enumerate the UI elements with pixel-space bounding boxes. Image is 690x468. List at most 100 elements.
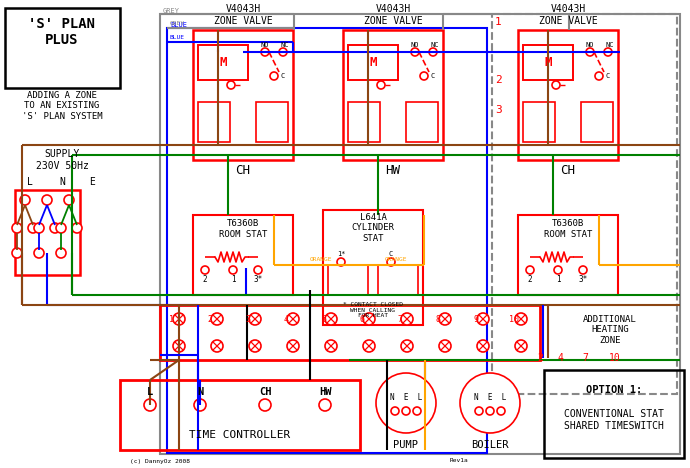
Bar — [378, 265, 418, 295]
Circle shape — [12, 223, 22, 233]
Circle shape — [402, 407, 410, 415]
Text: V4043H
ZONE VALVE: V4043H ZONE VALVE — [364, 4, 422, 26]
Circle shape — [56, 248, 66, 258]
Text: N: N — [197, 387, 203, 397]
Bar — [193, 30, 293, 160]
Text: SUPPLY
230V 50Hz: SUPPLY 230V 50Hz — [36, 149, 88, 171]
Text: NO: NO — [411, 42, 420, 48]
Circle shape — [604, 48, 612, 56]
Text: M: M — [544, 56, 552, 68]
Text: GREY: GREY — [163, 8, 180, 14]
Text: 6: 6 — [359, 314, 364, 323]
Text: * CONTACT CLOSED
WHEN CALLING
FOR HEAT: * CONTACT CLOSED WHEN CALLING FOR HEAT — [343, 302, 403, 318]
Circle shape — [515, 340, 527, 352]
Bar — [160, 305, 540, 360]
Circle shape — [201, 266, 209, 274]
Text: BOILER: BOILER — [471, 440, 509, 450]
Circle shape — [287, 340, 299, 352]
Text: TIME CONTROLLER: TIME CONTROLLER — [189, 430, 290, 440]
Circle shape — [586, 48, 594, 56]
Circle shape — [595, 72, 603, 80]
Circle shape — [325, 340, 337, 352]
Circle shape — [325, 313, 337, 325]
Bar — [256, 102, 288, 142]
Circle shape — [486, 407, 494, 415]
Text: 4: 4 — [284, 314, 288, 323]
Bar — [348, 102, 380, 142]
Text: CH: CH — [235, 163, 250, 176]
Circle shape — [497, 407, 505, 415]
Circle shape — [439, 340, 451, 352]
Bar — [198, 102, 230, 142]
Text: 3: 3 — [495, 105, 502, 115]
Text: 7: 7 — [397, 314, 402, 323]
Text: T6360B
ROOM STAT: T6360B ROOM STAT — [219, 219, 267, 239]
Circle shape — [254, 266, 262, 274]
Text: 2: 2 — [528, 276, 532, 285]
Circle shape — [439, 313, 451, 325]
Circle shape — [50, 223, 60, 233]
Circle shape — [227, 81, 235, 89]
Bar — [523, 102, 555, 142]
Bar — [160, 14, 680, 454]
Circle shape — [376, 373, 436, 433]
Text: L: L — [147, 387, 153, 397]
Circle shape — [42, 195, 52, 205]
Text: 3*: 3* — [253, 276, 263, 285]
Circle shape — [526, 266, 534, 274]
Circle shape — [411, 48, 419, 56]
Circle shape — [579, 266, 587, 274]
Text: NC: NC — [606, 42, 614, 48]
Text: NC: NC — [431, 42, 440, 48]
Circle shape — [144, 399, 156, 411]
Bar — [492, 14, 677, 394]
Text: 2: 2 — [203, 276, 207, 285]
Circle shape — [387, 258, 395, 266]
Bar — [323, 210, 423, 325]
Text: OPTION 1:: OPTION 1: — [586, 385, 642, 395]
Text: 7: 7 — [582, 353, 588, 363]
Circle shape — [12, 248, 22, 258]
Circle shape — [270, 72, 278, 80]
Bar — [343, 30, 443, 160]
Circle shape — [259, 399, 271, 411]
Circle shape — [34, 248, 44, 258]
Text: 8: 8 — [435, 314, 440, 323]
Bar — [581, 102, 613, 142]
Text: N  E  L: N E L — [474, 394, 506, 402]
Text: 10: 10 — [609, 353, 621, 363]
Text: 'S' PLAN
PLUS: 'S' PLAN PLUS — [28, 17, 95, 47]
Text: 10: 10 — [509, 314, 519, 323]
Circle shape — [475, 407, 483, 415]
Text: 3: 3 — [246, 314, 250, 323]
Circle shape — [211, 313, 223, 325]
Text: CH: CH — [560, 163, 575, 176]
Text: C: C — [281, 73, 285, 79]
Circle shape — [363, 313, 375, 325]
Circle shape — [287, 313, 299, 325]
Circle shape — [477, 340, 489, 352]
Text: ORANGE: ORANGE — [385, 257, 408, 262]
Bar — [198, 45, 248, 80]
Circle shape — [363, 340, 375, 352]
Text: HW: HW — [319, 387, 331, 397]
Circle shape — [554, 266, 562, 274]
Text: 3*: 3* — [578, 276, 588, 285]
Text: N: N — [59, 177, 65, 187]
Circle shape — [420, 72, 428, 80]
Circle shape — [249, 340, 261, 352]
Bar — [193, 215, 293, 295]
Text: GREY: GREY — [170, 21, 185, 26]
Text: 1: 1 — [170, 314, 175, 323]
Circle shape — [229, 266, 237, 274]
Text: 9: 9 — [473, 314, 478, 323]
Text: C: C — [606, 73, 610, 79]
Text: V4043H
ZONE VALVE: V4043H ZONE VALVE — [214, 4, 273, 26]
Bar — [167, 28, 487, 453]
Text: T6360B
ROOM STAT: T6360B ROOM STAT — [544, 219, 592, 239]
Circle shape — [28, 223, 38, 233]
Text: CONVENTIONAL STAT
SHARED TIMESWITCH: CONVENTIONAL STAT SHARED TIMESWITCH — [564, 409, 664, 431]
Text: BLUE: BLUE — [170, 35, 185, 40]
Bar — [328, 265, 368, 295]
Bar — [523, 45, 573, 80]
